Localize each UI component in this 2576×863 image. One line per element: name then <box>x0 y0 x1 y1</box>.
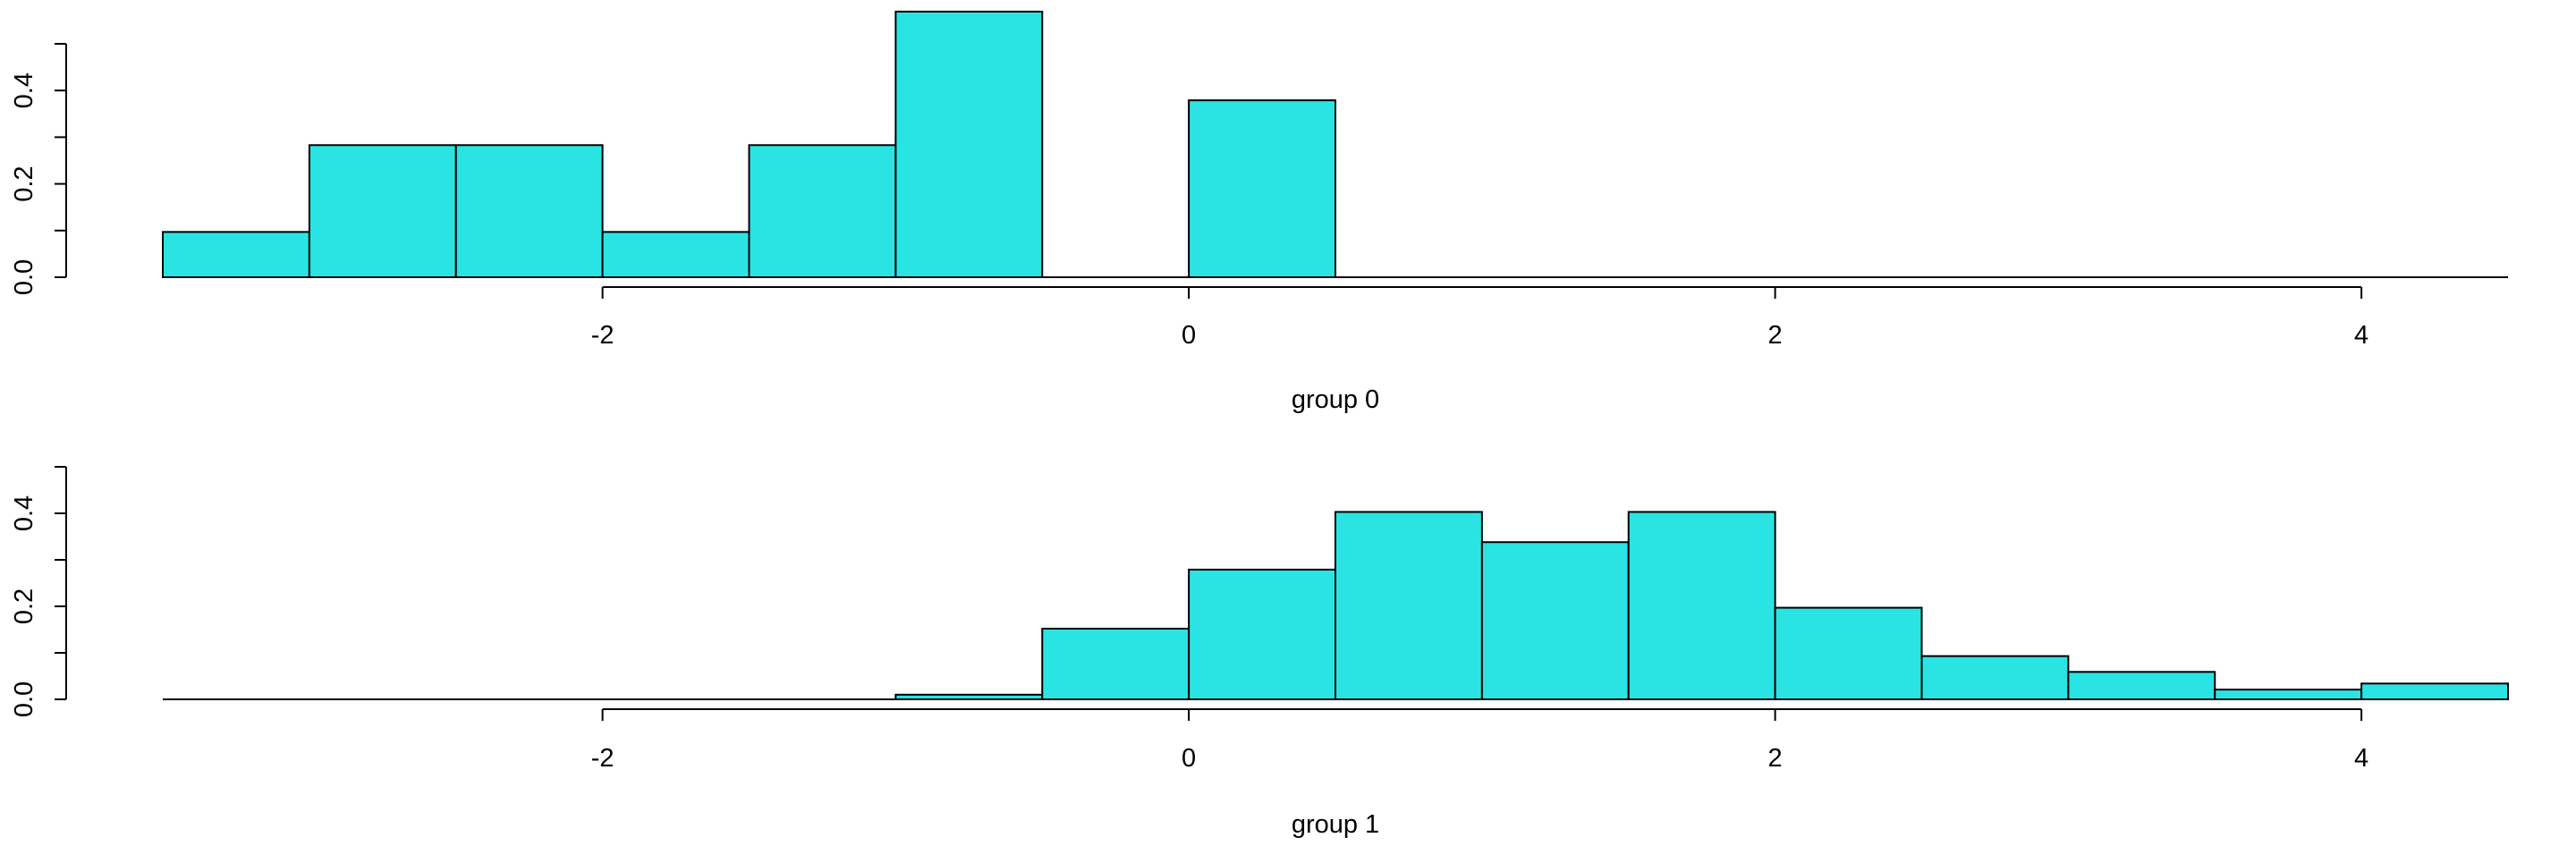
x-tick-label: 4 <box>2354 321 2368 350</box>
bar <box>2360 682 2509 701</box>
bar <box>894 693 1044 700</box>
x-tick-label: -2 <box>591 744 614 773</box>
bar <box>2214 689 2363 701</box>
bar <box>2067 671 2216 701</box>
bar <box>162 231 310 278</box>
x-axis-label: group 0 <box>1292 385 1379 414</box>
y-tick-label: 0.4 <box>10 72 38 108</box>
bar <box>1335 511 1483 700</box>
bar <box>1188 99 1336 278</box>
bar <box>1774 606 1923 700</box>
x-tick-label: -2 <box>591 321 614 350</box>
x-tick-label: 2 <box>1768 744 1783 773</box>
x-tick-label: 4 <box>2354 744 2368 773</box>
bar <box>308 144 457 278</box>
bar <box>1188 568 1336 700</box>
bar <box>454 144 604 278</box>
bar <box>894 10 1044 279</box>
bar <box>1627 511 1776 700</box>
x-tick-label: 0 <box>1182 744 1196 773</box>
x-tick-label: 2 <box>1768 321 1783 350</box>
y-tick-label: 0.4 <box>10 495 38 531</box>
bar <box>1480 541 1630 700</box>
y-tick-label: 0.2 <box>10 588 38 624</box>
bar <box>1041 627 1191 701</box>
x-tick-label: 0 <box>1182 321 1196 350</box>
bar <box>1920 655 2070 701</box>
bar <box>601 231 750 278</box>
y-tick-label: 0.2 <box>10 165 38 201</box>
bar <box>748 144 897 278</box>
x-axis-label: group 1 <box>1292 810 1379 839</box>
y-tick-label: 0.0 <box>10 681 38 717</box>
y-tick-label: 0.0 <box>10 259 38 295</box>
